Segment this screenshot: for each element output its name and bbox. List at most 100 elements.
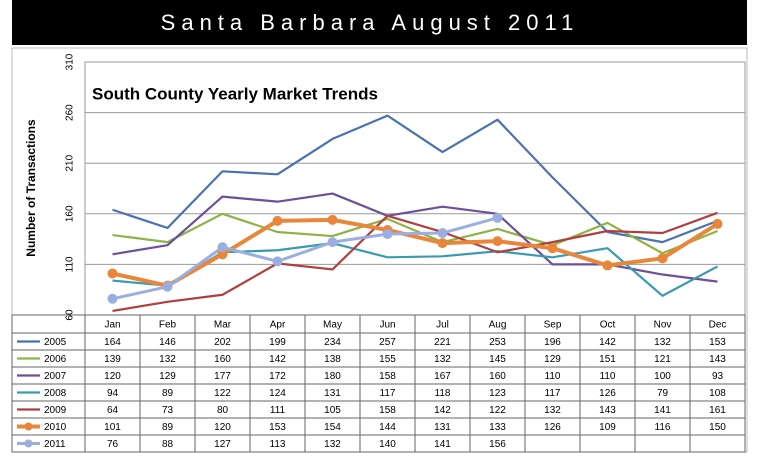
- x-tick-label: Apr: [270, 320, 286, 331]
- series-marker: [107, 293, 118, 304]
- table-value: 73: [162, 405, 174, 416]
- table-value: 122: [489, 405, 506, 416]
- table-value: 131: [324, 388, 341, 399]
- table-value: 129: [159, 371, 176, 382]
- table-value: 88: [162, 439, 174, 450]
- table-value: 100: [654, 371, 671, 382]
- x-tick-label: Nov: [654, 320, 672, 331]
- table-value: 158: [379, 371, 396, 382]
- table-value: 94: [107, 388, 119, 399]
- table-value: 146: [159, 337, 176, 348]
- table-value: 131: [434, 422, 451, 433]
- x-tick-label: Sep: [544, 320, 562, 331]
- series-marker: [272, 215, 283, 226]
- table-value: 144: [379, 422, 396, 433]
- table-value: 126: [544, 422, 561, 433]
- series-marker: [382, 229, 393, 240]
- legend-marker: [24, 439, 33, 448]
- table-value: 101: [104, 422, 121, 433]
- table-value: 105: [324, 405, 341, 416]
- table-value: 143: [709, 354, 726, 365]
- table-value: 142: [269, 354, 286, 365]
- table-value: 110: [600, 371, 616, 382]
- table-value: 158: [379, 405, 396, 416]
- legend-label: 2010: [44, 422, 67, 433]
- legend-label: 2009: [44, 405, 67, 416]
- table-value: 138: [324, 354, 341, 365]
- series-marker: [217, 249, 228, 260]
- series-marker: [272, 256, 283, 267]
- series-marker: [657, 253, 668, 264]
- table-value: 109: [599, 422, 616, 433]
- series-marker: [547, 243, 558, 254]
- table-value: 113: [270, 439, 286, 450]
- table-value: 164: [104, 337, 121, 348]
- table-value: 122: [214, 388, 231, 399]
- x-tick-label: May: [323, 320, 342, 331]
- table-value: 132: [324, 439, 341, 450]
- chart-title: South County Yearly Market Trends: [92, 84, 378, 103]
- table-value: 126: [599, 388, 616, 399]
- series-line: [112, 212, 718, 255]
- table-value: 153: [269, 422, 286, 433]
- x-tick-label: Jul: [436, 320, 449, 331]
- table-value: 89: [162, 422, 174, 433]
- table-value: 117: [545, 388, 561, 399]
- legend-label: 2006: [44, 354, 67, 365]
- table-value: 154: [324, 422, 341, 433]
- series-line: [112, 114, 718, 244]
- table-value: 202: [214, 337, 231, 348]
- table-value: 257: [379, 337, 396, 348]
- table-value: 133: [489, 422, 506, 433]
- y-tick-label: 260: [65, 104, 76, 121]
- table-value: 167: [434, 371, 451, 382]
- x-tick-label: Jun: [379, 320, 395, 331]
- table-value: 93: [712, 371, 724, 382]
- series-marker: [492, 212, 503, 223]
- table-value: 132: [544, 405, 561, 416]
- table-value: 108: [709, 388, 726, 399]
- y-axis-label: Number of Transactions: [24, 119, 38, 257]
- table-value: 127: [214, 439, 231, 450]
- table-value: 132: [434, 354, 451, 365]
- series-marker: [712, 218, 723, 229]
- y-tick-label: 210: [65, 154, 76, 171]
- table-value: 234: [324, 337, 341, 348]
- table-value: 120: [104, 371, 121, 382]
- y-tick-label: 110: [65, 256, 76, 272]
- table-value: 153: [709, 337, 726, 348]
- x-tick-label: Mar: [214, 320, 232, 331]
- series-marker: [327, 237, 338, 248]
- table-value: 142: [599, 337, 616, 348]
- series-marker: [327, 214, 338, 225]
- table-value: 199: [269, 337, 286, 348]
- table-value: 196: [544, 337, 561, 348]
- series-line: [112, 216, 498, 301]
- y-tick-label: 160: [65, 205, 76, 222]
- table-value: 89: [162, 388, 174, 399]
- table-value: 160: [214, 354, 231, 365]
- x-tick-label: Dec: [709, 320, 727, 331]
- table-value: 121: [654, 354, 671, 365]
- x-tick-label: Aug: [489, 320, 507, 331]
- table-value: 116: [655, 422, 671, 433]
- table-value: 129: [544, 354, 561, 365]
- series-marker: [217, 242, 228, 253]
- table-value: 140: [379, 439, 396, 450]
- table-value: 117: [380, 388, 396, 399]
- header-bar: [12, 0, 747, 45]
- series-marker: [602, 260, 613, 271]
- table-value: 141: [434, 439, 451, 450]
- series-marker: [107, 268, 118, 279]
- legend-label: 2007: [44, 371, 67, 382]
- table-value: 80: [217, 405, 229, 416]
- table-value: 161: [709, 405, 726, 416]
- table-value: 111: [270, 405, 286, 416]
- table-value: 123: [489, 388, 506, 399]
- series-marker: [437, 228, 448, 239]
- legend-label: 2008: [44, 388, 67, 399]
- legend-label: 2005: [44, 337, 67, 348]
- table-value: 132: [654, 337, 671, 348]
- table-value: 120: [214, 422, 231, 433]
